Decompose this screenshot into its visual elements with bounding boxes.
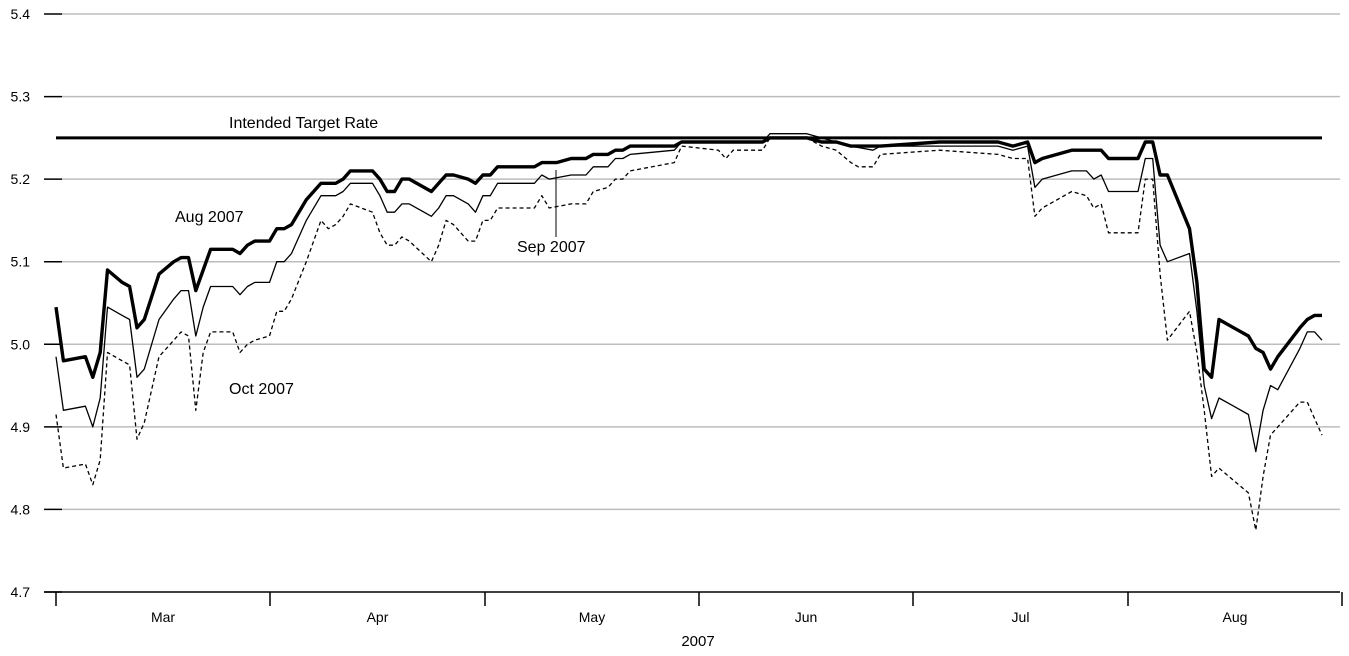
x-axis: Mar Apr May Jun Jul Aug — [44, 591, 1343, 625]
series-line-oct-2007 — [55, 137, 1323, 531]
y-tick-label-5.0: 5.0 — [11, 336, 31, 352]
y-tick-label-5.4: 5.4 — [11, 6, 31, 22]
series-line-aug-2007 — [54, 136, 1322, 379]
y-tick-label-4.8: 4.8 — [11, 501, 31, 517]
x-month-label-jun: Jun — [795, 609, 818, 625]
gridlines — [62, 13, 1340, 511]
aug-2007-label: Aug 2007 — [175, 209, 244, 226]
series-layer — [54, 133, 1323, 531]
sep-2007-label: Sep 2007 — [517, 239, 586, 256]
oct-2007-label: Oct 2007 — [229, 381, 294, 398]
x-month-label-apr: Apr — [367, 609, 389, 625]
x-month-label-may: May — [579, 609, 605, 625]
annotations: Intended Target Rate Aug 2007 Sep 2007 O… — [175, 115, 715, 650]
target-rate-label: Intended Target Rate — [229, 115, 378, 132]
y-tick-label-5.2: 5.2 — [11, 171, 31, 187]
y-axis: 4.7 4.8 4.9 5.0 5.1 5.2 5.3 5.4 — [11, 6, 62, 600]
series-line-sep-2007 — [55, 133, 1323, 453]
y-tick-label-4.7: 4.7 — [11, 584, 31, 600]
x-month-label-jul: Jul — [1012, 609, 1030, 625]
x-axis-title: 2007 — [681, 633, 714, 650]
x-month-label-mar: Mar — [151, 609, 175, 625]
y-tick-label-5.1: 5.1 — [11, 254, 31, 270]
y-tick-label-5.3: 5.3 — [11, 89, 31, 105]
x-month-label-aug: Aug — [1223, 609, 1248, 625]
y-tick-label-4.9: 4.9 — [11, 419, 31, 435]
